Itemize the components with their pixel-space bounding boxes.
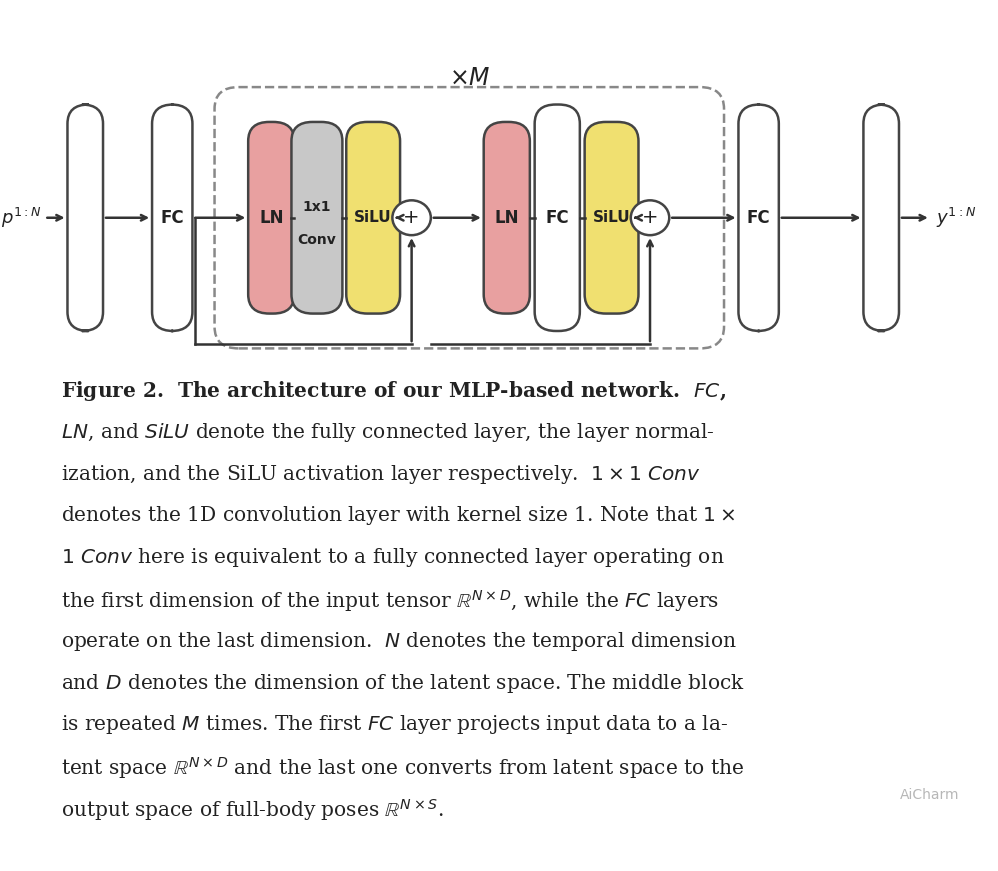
- FancyBboxPatch shape: [535, 105, 580, 331]
- Text: Figure 2.  The architecture of our MLP-based network.  $\mathit{FC}$,: Figure 2. The architecture of our MLP-ba…: [61, 379, 726, 403]
- Text: FC: FC: [747, 209, 770, 226]
- FancyBboxPatch shape: [152, 105, 193, 331]
- Text: ization, and the SiLU activation layer respectively.  $\mathit{1 \times 1\ Conv}: ization, and the SiLU activation layer r…: [61, 463, 701, 485]
- Text: $\times M$: $\times M$: [448, 66, 490, 91]
- Text: SiLU: SiLU: [593, 210, 631, 226]
- Text: SiLU: SiLU: [354, 210, 392, 226]
- Text: $\mathit{LN}$, and $\mathit{SiLU}$ denote the fully connected layer, the layer n: $\mathit{LN}$, and $\mathit{SiLU}$ denot…: [61, 421, 715, 443]
- FancyBboxPatch shape: [68, 105, 103, 331]
- Text: $y^{1:N}$: $y^{1:N}$: [935, 206, 976, 230]
- Text: tent space $\mathbb{R}^{N \times D}$ and the last one converts from latent space: tent space $\mathbb{R}^{N \times D}$ and…: [61, 755, 744, 781]
- Text: the first dimension of the input tensor $\mathbb{R}^{N \times D}$, while the $\m: the first dimension of the input tensor …: [61, 588, 719, 614]
- FancyBboxPatch shape: [863, 105, 899, 331]
- FancyBboxPatch shape: [291, 122, 342, 314]
- Text: operate on the last dimension.  $\mathit{N}$ denotes the temporal dimension: operate on the last dimension. $\mathit{…: [61, 630, 737, 652]
- Text: denotes the 1D convolution layer with kernel size 1. Note that $\mathit{1 \times: denotes the 1D convolution layer with ke…: [61, 504, 736, 527]
- Text: +: +: [642, 208, 659, 227]
- FancyBboxPatch shape: [346, 122, 400, 314]
- FancyBboxPatch shape: [739, 105, 778, 331]
- Text: 1x1: 1x1: [302, 200, 331, 214]
- Text: AiCharm: AiCharm: [900, 788, 959, 802]
- Text: +: +: [403, 208, 420, 227]
- Text: LN: LN: [495, 209, 519, 226]
- Text: LN: LN: [259, 209, 283, 226]
- Text: and $\mathit{D}$ denotes the dimension of the latent space. The middle block: and $\mathit{D}$ denotes the dimension o…: [61, 672, 745, 694]
- Text: is repeated $\mathit{M}$ times. The first $\mathit{FC}$ layer projects input dat: is repeated $\mathit{M}$ times. The firs…: [61, 713, 728, 736]
- Text: $\mathit{1\ Conv}$ here is equivalent to a fully connected layer operating on: $\mathit{1\ Conv}$ here is equivalent to…: [61, 546, 725, 569]
- Text: $p^{1:N}$: $p^{1:N}$: [1, 206, 42, 230]
- FancyBboxPatch shape: [249, 122, 294, 314]
- FancyBboxPatch shape: [585, 122, 639, 314]
- Text: FC: FC: [161, 209, 184, 226]
- Text: Conv: Conv: [297, 233, 336, 246]
- FancyBboxPatch shape: [484, 122, 530, 314]
- Text: FC: FC: [546, 209, 569, 226]
- Circle shape: [631, 200, 670, 235]
- Circle shape: [392, 200, 431, 235]
- Text: output space of full-body poses $\mathbb{R}^{N \times S}$.: output space of full-body poses $\mathbb…: [61, 797, 443, 823]
